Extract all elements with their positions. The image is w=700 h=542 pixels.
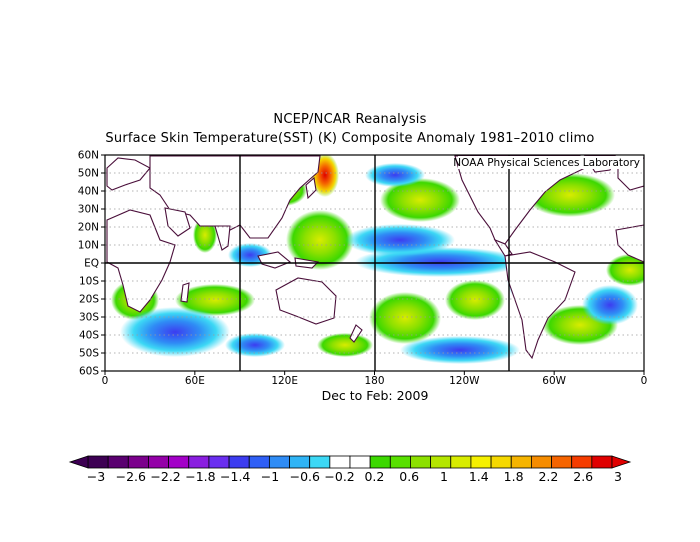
colorbar-label: −2.6: [116, 469, 146, 484]
colorbar-label: −0.6: [290, 469, 320, 484]
colorbar-swatch: [309, 455, 331, 469]
lat-label: 60N: [78, 150, 99, 162]
colorbar-swatch: [349, 455, 371, 469]
lon-label: 60E: [185, 375, 205, 387]
colorbar-swatch: [127, 455, 149, 469]
anomaly-blob: [120, 307, 230, 357]
anomaly-blob: [286, 210, 354, 270]
lon-label: 120W: [449, 375, 480, 387]
lat-label: 50N: [78, 168, 99, 180]
colorbar-high-arrow: [611, 455, 632, 469]
anomaly-blob: [380, 178, 460, 222]
colorbar-swatch: [510, 455, 532, 469]
colorbar-label: 3: [614, 469, 622, 484]
anomaly-field: [106, 155, 644, 364]
colorbar: −3 −2.6 −2.2 −1.8 −1.4 −1 −0.6 −0.2 0.2 0.6 1 1.4 1.…: [68, 455, 632, 484]
colorbar-swatch: [530, 455, 552, 469]
colorbar-label: −1.4: [220, 469, 250, 484]
colorbar-label: −3: [87, 469, 105, 484]
colorbar-swatch: [389, 455, 411, 469]
lon-label: 0: [102, 375, 109, 387]
lat-label: 20S: [79, 294, 99, 306]
lat-label: 40N: [78, 186, 99, 198]
credit-box: [458, 156, 643, 169]
lon-label: 120E: [271, 375, 298, 387]
colorbar-label: 1.4: [469, 469, 489, 484]
colorbar-swatch: [107, 455, 129, 469]
colorbar-swatch: [410, 455, 432, 469]
colorbar-swatch: [148, 455, 170, 469]
lat-label: 10S: [79, 276, 99, 288]
colorbar-swatch: [571, 455, 593, 469]
lon-label: 180: [364, 375, 384, 387]
lat-label: 60S: [79, 366, 99, 378]
anomaly-blob: [445, 280, 505, 320]
colorbar-swatch: [87, 455, 109, 469]
colorbar-label: 2.6: [573, 469, 593, 484]
anomaly-blob: [400, 336, 520, 364]
colorbar-swatch: [430, 455, 452, 469]
colorbar-label: −2.2: [150, 469, 180, 484]
lon-label: 60W: [542, 375, 566, 387]
colorbar-low-arrow: [68, 455, 89, 469]
colorbar-swatch: [591, 455, 613, 469]
colorbar-label: −0.2: [324, 469, 354, 484]
colorbar-label: −1: [261, 469, 279, 484]
lat-label: 50S: [79, 348, 99, 360]
anomaly-blob: [606, 254, 644, 286]
colorbar-swatch: [329, 455, 351, 469]
title-line-1: NCEP/NCAR Reanalysis: [273, 112, 427, 127]
credit-label: NOAA Physical Sciences Laboratory: [453, 157, 640, 169]
anomaly-blob: [317, 333, 373, 357]
lat-label: EQ: [84, 258, 99, 270]
anomaly-blob: [582, 285, 638, 325]
coastlines: [106, 155, 644, 360]
anomaly-blob: [175, 284, 255, 316]
colorbar-label: 1.8: [504, 469, 524, 484]
lon-axis: 0 60E 120E 180 120W 60W 0: [102, 371, 648, 387]
colorbar-label: 1: [440, 469, 448, 484]
period-label: Dec to Feb: 2009: [321, 388, 429, 403]
title-line-2: Surface Skin Temperature(SST) (K) Compos…: [105, 131, 595, 146]
colorbar-swatch: [208, 455, 230, 469]
colorbar-swatch: [289, 455, 311, 469]
anomaly-blob: [369, 292, 441, 344]
anomaly-blob: [345, 224, 455, 256]
colorbar-swatch: [168, 455, 190, 469]
colorbar-swatch: [490, 455, 512, 469]
colorbar-swatch: [369, 455, 391, 469]
colorbar-label: 0.2: [364, 469, 384, 484]
colorbar-swatch: [268, 455, 290, 469]
lat-label: 30S: [79, 312, 99, 324]
lat-axis: 60N 50N 40N 30N 20N 10N EQ 10S 20S 30S 40S 50S 60S: [78, 150, 105, 378]
colorbar-label: 0.6: [399, 469, 419, 484]
lat-label: 30N: [78, 204, 99, 216]
lat-label: 20N: [78, 222, 99, 234]
colorbar-label: 2.2: [538, 469, 558, 484]
colorbar-swatch: [248, 455, 270, 469]
colorbar-swatch: [228, 455, 250, 469]
colorbar-label: −1.8: [185, 469, 215, 484]
lat-label: 10N: [78, 240, 99, 252]
colorbar-swatch: [551, 455, 573, 469]
lat-label: 40S: [79, 330, 99, 342]
colorbar-swatch: [470, 455, 492, 469]
anomaly-blob: [365, 163, 425, 187]
colorbar-swatch: [450, 455, 472, 469]
colorbar-swatch: [188, 455, 210, 469]
reference-lines: [105, 155, 644, 371]
lon-label: 0: [641, 375, 648, 387]
